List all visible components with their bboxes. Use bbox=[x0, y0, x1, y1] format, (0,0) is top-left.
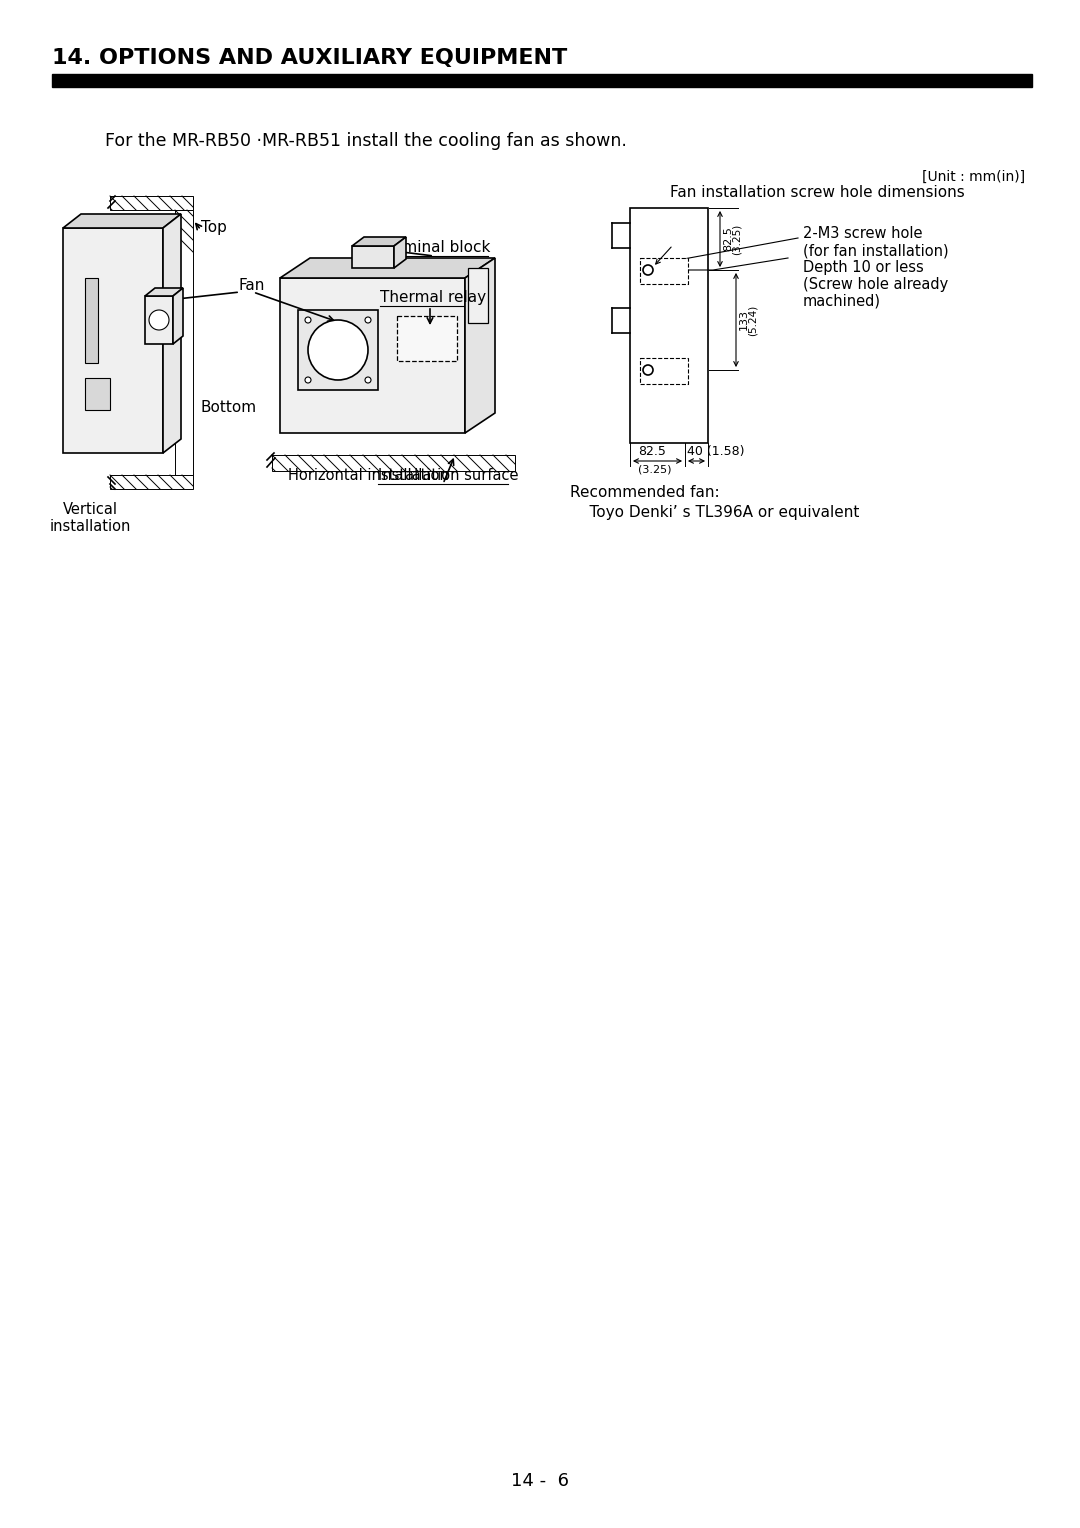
Text: Vertical
installation: Vertical installation bbox=[50, 503, 131, 535]
Bar bbox=[298, 310, 378, 390]
Polygon shape bbox=[465, 258, 495, 432]
Circle shape bbox=[365, 316, 372, 322]
Circle shape bbox=[643, 365, 653, 374]
Polygon shape bbox=[145, 287, 183, 296]
Text: Toyo Denki’ s TL396A or equivalent: Toyo Denki’ s TL396A or equivalent bbox=[570, 504, 860, 520]
Text: Bottom: Bottom bbox=[201, 400, 257, 416]
Text: For the MR-RB50 ·MR-RB51 install the cooling fan as shown.: For the MR-RB50 ·MR-RB51 install the coo… bbox=[105, 131, 626, 150]
Circle shape bbox=[365, 377, 372, 384]
Bar bbox=[145, 296, 173, 344]
Bar bbox=[110, 475, 193, 489]
Bar bbox=[110, 196, 193, 209]
Text: Depth 10 or less: Depth 10 or less bbox=[804, 260, 923, 275]
Text: 14 -  6: 14 - 6 bbox=[511, 1471, 569, 1490]
Text: Installation surface: Installation surface bbox=[378, 468, 518, 483]
Bar bbox=[630, 208, 708, 443]
Text: 82.5: 82.5 bbox=[723, 226, 733, 252]
Text: Recommended fan:: Recommended fan: bbox=[570, 484, 719, 500]
Text: 82.5: 82.5 bbox=[638, 445, 666, 458]
Text: 14. OPTIONS AND AUXILIARY EQUIPMENT: 14. OPTIONS AND AUXILIARY EQUIPMENT bbox=[52, 47, 567, 69]
Bar bbox=[640, 258, 688, 284]
Polygon shape bbox=[63, 214, 181, 228]
Bar bbox=[468, 267, 488, 322]
Text: machined): machined) bbox=[804, 293, 881, 309]
Polygon shape bbox=[163, 214, 181, 452]
Text: 2-M3 screw hole: 2-M3 screw hole bbox=[804, 226, 922, 241]
Bar bbox=[85, 278, 98, 364]
Circle shape bbox=[643, 264, 653, 275]
Bar bbox=[272, 455, 515, 471]
Text: Terminal block: Terminal block bbox=[380, 240, 490, 255]
Bar bbox=[52, 73, 1032, 87]
Circle shape bbox=[149, 310, 168, 330]
Text: Fan: Fan bbox=[238, 278, 265, 293]
Text: (5.24): (5.24) bbox=[748, 304, 758, 336]
Bar bbox=[352, 246, 394, 267]
Polygon shape bbox=[394, 237, 406, 267]
Text: 133: 133 bbox=[739, 310, 750, 330]
Bar bbox=[280, 278, 465, 432]
Text: (3.25): (3.25) bbox=[638, 465, 672, 475]
Bar bbox=[63, 228, 163, 452]
Text: [Unit : mm(in)]: [Unit : mm(in)] bbox=[922, 170, 1025, 183]
Bar bbox=[640, 358, 688, 384]
Circle shape bbox=[308, 319, 368, 380]
Polygon shape bbox=[352, 237, 406, 246]
Text: 40 (1.58): 40 (1.58) bbox=[687, 445, 744, 458]
Circle shape bbox=[305, 316, 311, 322]
Text: Horizontal installation: Horizontal installation bbox=[288, 468, 449, 483]
Polygon shape bbox=[280, 258, 495, 278]
Circle shape bbox=[305, 377, 311, 384]
Text: (Screw hole already: (Screw hole already bbox=[804, 277, 948, 292]
Text: Top: Top bbox=[201, 220, 227, 235]
Text: Fan installation screw hole dimensions: Fan installation screw hole dimensions bbox=[670, 185, 964, 200]
Text: Thermal relay: Thermal relay bbox=[380, 290, 486, 306]
Bar bbox=[175, 209, 193, 475]
Text: (3.25): (3.25) bbox=[732, 223, 742, 255]
Bar bbox=[397, 316, 457, 361]
Bar bbox=[85, 377, 110, 410]
Text: (for fan installation): (for fan installation) bbox=[804, 243, 948, 258]
Polygon shape bbox=[173, 287, 183, 344]
